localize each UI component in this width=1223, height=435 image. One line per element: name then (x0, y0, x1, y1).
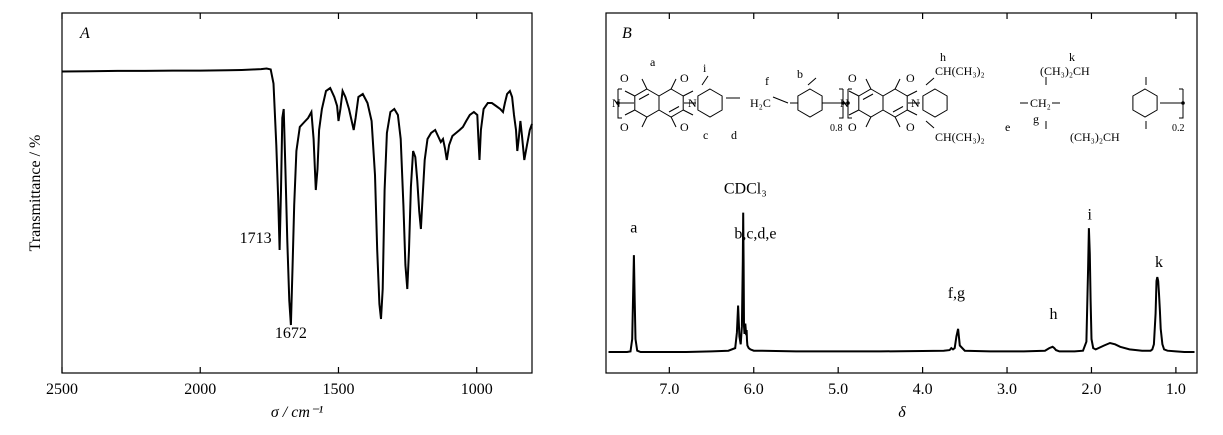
proton-label-k: k (1069, 50, 1075, 64)
proton-label-c: c (703, 128, 708, 142)
b-xtick-label-0: 7.0 (659, 381, 679, 398)
b-xtick-label-5: 2.0 (1081, 381, 1101, 398)
panel-b-ticks (668, 13, 1177, 373)
panel-a: A 2500 2000 1500 1000 1713 1672 σ / cm⁻¹ Tra… (27, 12, 533, 421)
b-xtick-label-1: 6.0 (744, 381, 764, 398)
panel-a-ylabel: Transmittance / % (27, 135, 44, 252)
subscript-08: 0.8 (830, 123, 843, 134)
panel-b-tick-labels: 7.0 6.0 5.0 4.0 3.0 2.0 1.0 (659, 381, 1186, 398)
atom-o6: O (848, 120, 857, 134)
b-peak-label-2: b,c,d,e (734, 226, 776, 243)
b-xtick-label-6: 1.0 (1166, 381, 1186, 398)
panel-b-peak-labels: a CDCl₃ b,c,d,e f,g h i k (630, 181, 1163, 323)
structure-bonds (617, 75, 1184, 129)
b-peak-label-5: i (1088, 206, 1093, 223)
atom-n2: N (688, 96, 697, 110)
group-ch-top-left: CH(CH₃)₂ (935, 64, 985, 78)
proton-label-b: b (797, 67, 803, 81)
a-annotation-1713: 1713 (240, 230, 272, 247)
a-annotation-1672: 1672 (275, 325, 307, 342)
atom-o1: O (620, 71, 629, 85)
panel-b-label: B (622, 25, 632, 42)
atom-o5: O (848, 71, 857, 85)
panel-a-annotations: 1713 1672 (240, 230, 307, 342)
b-peak-label-1: CDCl₃ (724, 181, 767, 198)
proton-label-g: g (1033, 112, 1039, 126)
proton-label-f: f (765, 74, 769, 88)
group-ch2: CH₂ (1030, 96, 1051, 110)
polymer-structure: O O O O N N O O O O N N H₂C CH₂ CH(CH₃)₂… (612, 50, 1185, 144)
proton-label-d: d (731, 128, 737, 142)
b-peak-label-4: h (1049, 306, 1057, 323)
subscript-02: 0.2 (1172, 123, 1185, 134)
b-xtick-label-4: 3.0 (997, 381, 1017, 398)
panel-a-tick-labels: 2500 2000 1500 1000 (46, 381, 493, 398)
group-ch-bottom-right: (CH₃)₂CH (1070, 130, 1120, 144)
a-xtick-label-3: 1000 (461, 381, 493, 398)
a-xtick-label-0: 2500 (46, 381, 78, 398)
b-peak-label-6: k (1155, 254, 1163, 271)
panel-a-label: A (79, 25, 90, 42)
atom-o4: O (680, 120, 689, 134)
a-xtick-label-2: 1500 (322, 381, 354, 398)
atom-o3: O (680, 71, 689, 85)
proton-label-a: a (650, 55, 656, 69)
atom-o8: O (906, 120, 915, 134)
proton-label-i: i (703, 61, 707, 75)
panel-a-xlabel: σ / cm⁻¹ (271, 404, 323, 421)
group-ch-top-right: (CH₃)₂CH (1040, 64, 1090, 78)
panel-b-spectrum-line (608, 212, 1195, 353)
b-xtick-label-3: 4.0 (913, 381, 933, 398)
proton-label-h: h (940, 50, 946, 64)
b-xtick-label-2: 5.0 (828, 381, 848, 398)
panel-b: B 7.0 6.0 5.0 4.0 3.0 2.0 1.0 a CDCl₃ b,c,d,e f,g… (605, 12, 1198, 421)
atom-o2: O (620, 120, 629, 134)
panel-a-ticks (61, 13, 478, 373)
a-xtick-label-1: 2000 (184, 381, 216, 398)
proton-label-e: e (1005, 120, 1010, 134)
panel-b-xlabel: δ (898, 404, 906, 421)
atom-n4: N (911, 96, 920, 110)
atom-n1: N (612, 96, 621, 110)
group-ch-bottom-left: CH(CH₃)₂ (935, 130, 985, 144)
panel-a-spectrum-line (61, 67, 533, 326)
group-h2c: H₂C (750, 96, 771, 110)
atom-n3: N (840, 96, 849, 110)
b-peak-label-0: a (630, 219, 637, 236)
panel-a-frame (61, 12, 533, 374)
b-peak-label-3: f,g (948, 285, 965, 302)
panel-b-frame (605, 12, 1198, 374)
atom-o7: O (906, 71, 915, 85)
